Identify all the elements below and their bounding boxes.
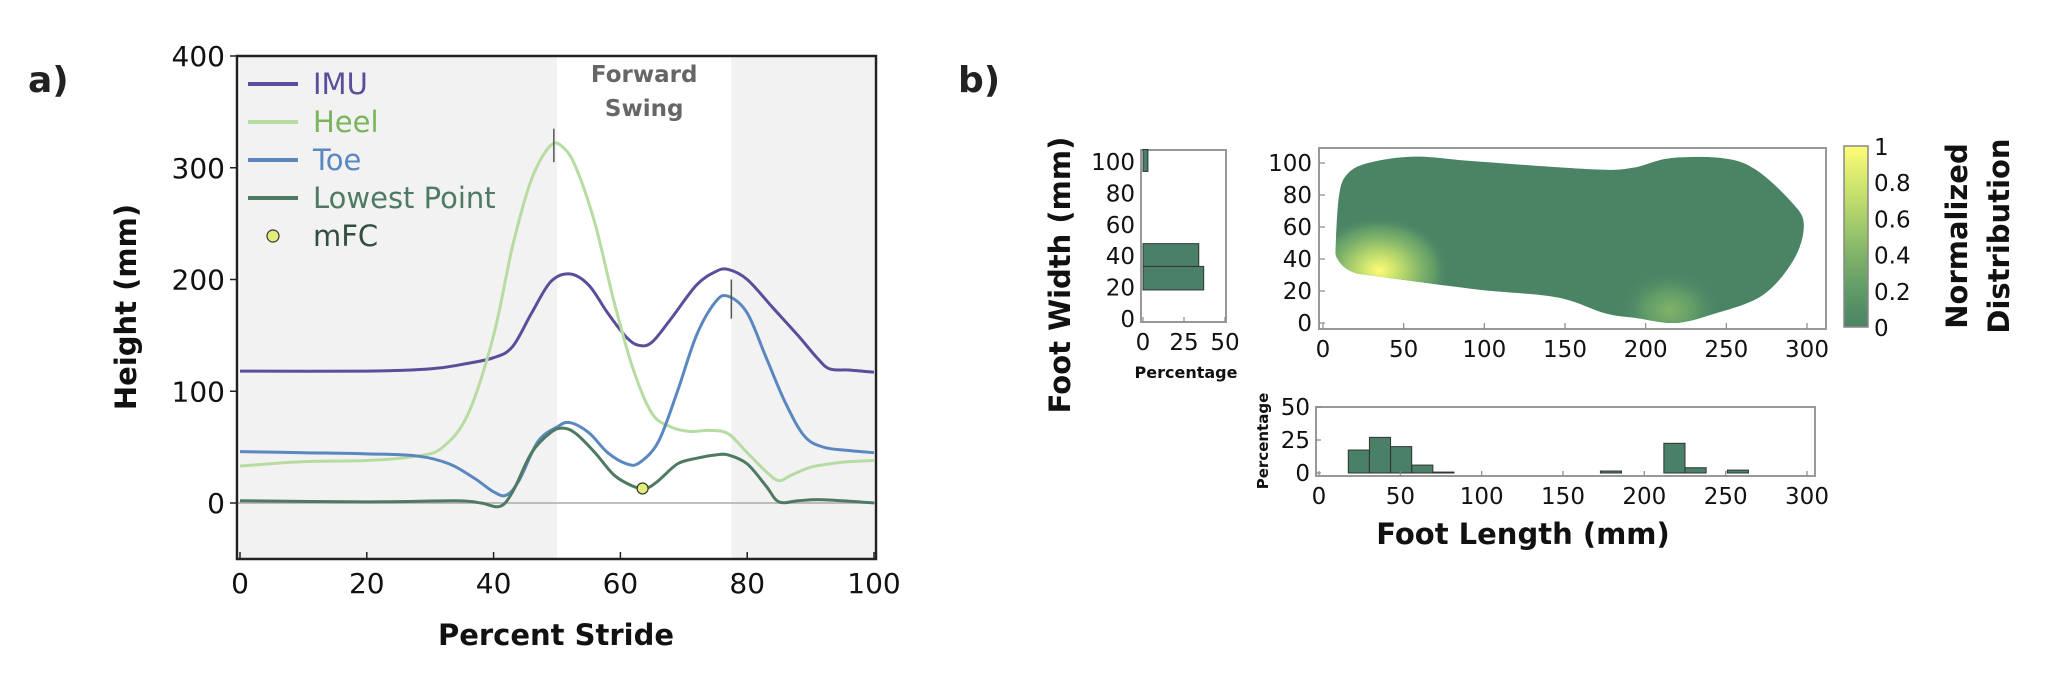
legend-label: mFC — [313, 219, 378, 253]
x-axis-label: Percent Stride — [438, 618, 674, 652]
colorbar-tick-label: 0.6 — [1874, 207, 1911, 233]
colorbar-label: Normalized — [1940, 143, 1974, 328]
y-tick-label: 0 — [1120, 307, 1135, 333]
y-tick-label: 25 — [1281, 428, 1310, 454]
x-axis-label: Foot Length (mm) — [1376, 517, 1670, 551]
colorbar-tick-label: 0 — [1874, 316, 1889, 342]
histogram-bar — [1663, 442, 1686, 474]
y-tick-label: 400 — [172, 40, 225, 73]
colorbar-tick-label: 0.4 — [1874, 244, 1911, 270]
colorbar-tick-label: 1 — [1874, 135, 1889, 161]
x-tick-label: 25 — [1169, 330, 1198, 356]
shaded-region — [731, 56, 874, 559]
x-tick-label: 0 — [1316, 337, 1331, 363]
forward-swing-annotation: Swing — [605, 96, 684, 122]
histogram-bar — [1390, 446, 1413, 474]
x-tick-label: 150 — [1541, 484, 1585, 510]
heatmap-frame — [1318, 147, 1827, 330]
y-tick-label: 20 — [1283, 279, 1312, 305]
histogram-bar — [1142, 148, 1149, 172]
x-tick-label: 100 — [1460, 484, 1504, 510]
side-histogram-frame — [1140, 149, 1227, 323]
histogram-bar — [1726, 469, 1749, 474]
mfc-point — [636, 482, 649, 495]
x-tick-label: 300 — [1785, 484, 1829, 510]
y-tick-label: 0 — [1297, 311, 1312, 337]
y-tick-label: 300 — [172, 152, 225, 185]
legend-label: Lowest Point — [313, 181, 496, 215]
y-tick-label: 20 — [1106, 276, 1135, 302]
y-tick-label: 0 — [1295, 461, 1310, 487]
panel-label-a: a) — [28, 60, 69, 101]
y-tick-label: 40 — [1106, 244, 1135, 270]
y-tick-label: 50 — [1281, 395, 1310, 421]
x-tick-label: 150 — [1543, 337, 1587, 363]
histogram-bar — [1411, 464, 1434, 474]
y-axis-label: Percentage — [1254, 393, 1272, 490]
histogram-bar — [1432, 471, 1455, 474]
colorbar-tick-label: 0.8 — [1874, 171, 1911, 197]
legend-label: IMU — [313, 67, 368, 101]
legend-swatch-mfc — [266, 229, 280, 243]
y-tick-label: 80 — [1106, 181, 1135, 207]
y-tick-label: 100 — [1268, 151, 1312, 177]
x-tick-label: 60 — [603, 567, 639, 600]
histogram-bar — [1142, 265, 1205, 291]
x-tick-label: 50 — [1210, 330, 1239, 356]
colorbar-tick-label: 0.2 — [1874, 280, 1911, 306]
x-tick-label: 50 — [1389, 337, 1418, 363]
histogram-bar — [1347, 449, 1370, 474]
x-tick-label: 0 — [1312, 484, 1327, 510]
colorbar — [1843, 145, 1869, 328]
legend-label: Heel — [313, 105, 379, 139]
heatmap-hotspot — [1335, 216, 1450, 324]
y-tick-label: 60 — [1283, 215, 1312, 241]
x-tick-label: 20 — [349, 567, 385, 600]
legend-label: Toe — [312, 143, 361, 177]
x-tick-label: 250 — [1704, 484, 1748, 510]
x-tick-label: 100 — [1462, 337, 1506, 363]
heatmap-hotspot — [1617, 269, 1722, 324]
x-tick-label: 300 — [1785, 337, 1829, 363]
colorbar-label: Distribution — [1982, 138, 2016, 333]
axes-frame — [235, 54, 878, 561]
y-tick-label: 100 — [172, 375, 225, 408]
histogram-bar — [1368, 436, 1392, 474]
x-tick-label: 200 — [1624, 337, 1668, 363]
series-line-toe — [239, 293, 875, 498]
x-tick-label: 40 — [476, 567, 512, 600]
y-axis-label: Height (mm) — [109, 204, 143, 410]
histogram-bar — [1599, 470, 1623, 474]
y-tick-label: 100 — [1091, 150, 1135, 176]
x-tick-label: 250 — [1704, 337, 1748, 363]
y-tick-label: 40 — [1283, 247, 1312, 273]
histogram-bar — [1684, 467, 1707, 474]
panel-label-b: b) — [958, 60, 1000, 101]
series-line-lowest-point — [239, 426, 875, 509]
x-tick-label: 100 — [847, 567, 900, 600]
x-tick-label: 50 — [1386, 484, 1415, 510]
shaded-region — [240, 56, 557, 559]
heatmap-field — [1335, 156, 1804, 324]
x-tick-label: 0 — [231, 567, 249, 600]
histogram-bar — [1142, 243, 1200, 267]
forward-swing-annotation: Forward — [591, 62, 698, 88]
y-axis-label: Foot Width (mm) — [1043, 137, 1077, 414]
x-tick-label: 80 — [729, 567, 765, 600]
series-line-heel — [239, 141, 875, 483]
x-axis-label: Percentage — [1135, 363, 1238, 382]
x-tick-label: 200 — [1622, 484, 1666, 510]
y-tick-label: 60 — [1106, 213, 1135, 239]
y-tick-label: 200 — [172, 264, 225, 297]
y-tick-label: 80 — [1283, 183, 1312, 209]
y-tick-label: 0 — [207, 487, 225, 520]
x-tick-label: 0 — [1136, 330, 1151, 356]
legend: IMU Heel Toe Lowest Point mFC — [248, 67, 496, 253]
